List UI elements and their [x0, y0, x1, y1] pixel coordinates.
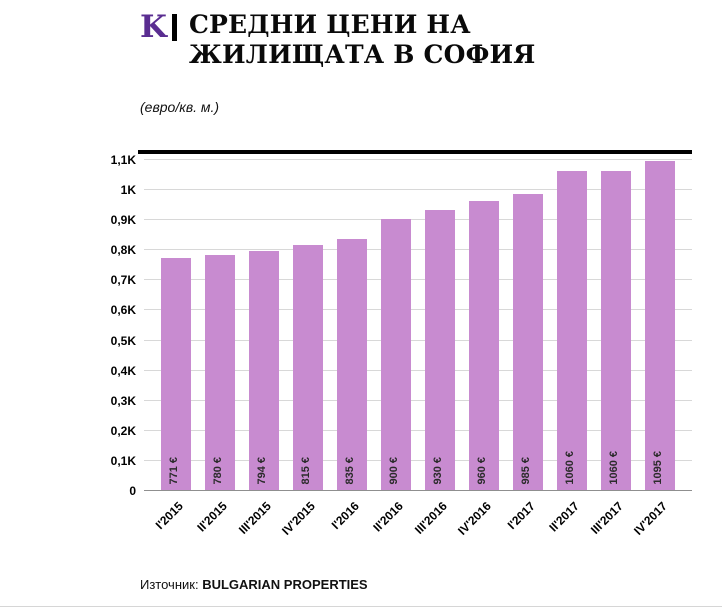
capital-logo: K: [140, 10, 177, 44]
bar-III'2017: 1060 €: [601, 171, 631, 490]
logo-divider-bar: [171, 13, 177, 41]
plot-area: 0 0,1K 0,2K 0,3K 0,4K 0,5K 0,6K 0,7K 0,8K 0,9K 1K 1…: [111, 153, 692, 498]
gridline: [144, 399, 692, 401]
bar-value-label: 794 €: [256, 457, 268, 485]
page-title: СРЕДНИ ЦЕНИ НА ЖИЛИЩАТА В СОФИЯ: [189, 10, 536, 69]
bar-I'2017: 985 €: [513, 193, 543, 490]
chart-unit-subtitle: (евро/кв. м.): [140, 99, 220, 115]
gridline: [144, 459, 692, 461]
bar-value-label: 815 €: [300, 457, 312, 485]
title-line-1: СРЕДНИ ЦЕНИ НА: [188, 10, 471, 39]
source-note: Източник: BULGARIAN PROPERTIES: [140, 577, 368, 592]
source-value: BULGARIAN PROPERTIES: [202, 577, 368, 592]
gridline: [144, 279, 692, 281]
header: K СРЕДНИ ЦЕНИ НА ЖИЛИЩАТА В СОФИЯ: [140, 10, 536, 69]
bar-value-label: 1060 €: [608, 451, 620, 485]
logo-k-letter: K: [140, 8, 167, 45]
source-label: Източник:: [140, 577, 199, 592]
bar-value-label: 900 €: [388, 457, 400, 485]
gridline: [144, 249, 692, 251]
y-tick-label: 0,8K: [110, 243, 136, 258]
bar-I'2016: 835 €: [337, 238, 367, 490]
y-tick-label: 0,3K: [110, 393, 136, 408]
y-tick-label: 0,5K: [110, 333, 136, 348]
chart-top-rule: [138, 150, 692, 154]
bar-value-label: 835 €: [344, 457, 356, 485]
bar-value-label: 985 €: [520, 457, 532, 485]
gridline: [144, 159, 692, 160]
bar-II'2015: 780 €: [205, 255, 235, 490]
bar-value-label: 1060 €: [564, 451, 576, 485]
bar-I'2015: 771 €: [161, 258, 191, 490]
bar-value-label: 780 €: [212, 457, 224, 485]
bar-value-label: 771 €: [168, 457, 180, 485]
x-axis-baseline: [144, 490, 692, 491]
y-tick-label: 0,6K: [110, 303, 136, 318]
gridline: [144, 339, 692, 341]
y-tick-label: 0,1K: [110, 453, 136, 468]
gridline: [144, 219, 692, 221]
bar-II'2017: 1060 €: [557, 171, 587, 490]
bar-II'2016: 900 €: [381, 219, 411, 490]
bar-value-label: 960 €: [476, 457, 488, 485]
y-tick-label: 0,9K: [110, 213, 136, 228]
bar-IV'2017: 1095 €: [645, 160, 675, 490]
y-tick-label: 0,4K: [110, 363, 136, 378]
x-axis: I'2015 II'2015 III'2015 IV'2015 I'2016 II'201…: [144, 491, 692, 551]
title-line-2: ЖИЛИЩАТА В СОФИЯ: [188, 39, 536, 69]
y-tick-label: 1K: [120, 183, 136, 198]
bar-III'2015: 794 €: [249, 251, 279, 490]
bar-IV'2015: 815 €: [293, 244, 323, 490]
bar-chart: 0 0,1K 0,2K 0,3K 0,4K 0,5K 0,6K 0,7K 0,8K 0,9K 1K 1…: [96, 150, 692, 551]
y-tick-label: 0,2K: [110, 423, 136, 438]
y-tick-label: 0,7K: [110, 273, 136, 288]
gridline: [144, 189, 692, 191]
bar-III'2016: 930 €: [425, 210, 455, 490]
y-tick-label: 1,1K: [110, 153, 136, 167]
gridline: [144, 369, 692, 371]
gridline: [144, 309, 692, 311]
bar-value-label: 930 €: [432, 457, 444, 485]
gridline: [144, 429, 692, 431]
y-tick-label: 0: [129, 484, 136, 498]
bar-IV'2016: 960 €: [469, 201, 499, 490]
bar-value-label: 1095 €: [652, 451, 664, 485]
